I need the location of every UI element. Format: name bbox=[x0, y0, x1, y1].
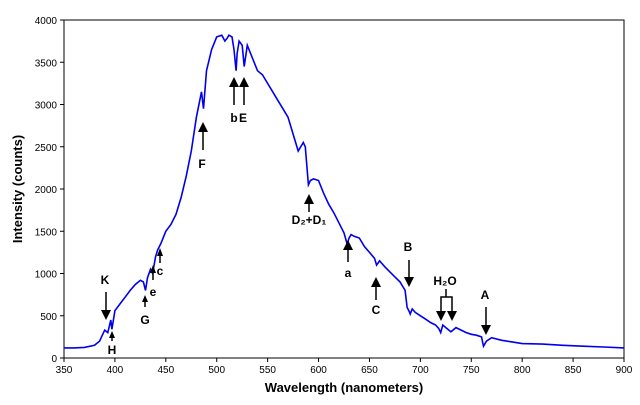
x-tick-label: 700 bbox=[412, 365, 429, 376]
annotation-h-label: H bbox=[108, 343, 117, 357]
annotations: K H G e c F bbox=[101, 77, 491, 357]
x-tick-label: 650 bbox=[361, 365, 378, 376]
annotation-e-upper: E bbox=[239, 77, 249, 125]
x-tick-label: 400 bbox=[107, 365, 124, 376]
annotation-e-upper-label: E bbox=[239, 111, 247, 125]
annotation-c-label: c bbox=[157, 264, 164, 278]
x-tick-label: 350 bbox=[56, 365, 73, 376]
y-axis: 0 500 1000 1500 2000 2500 3000 3500 4000 bbox=[35, 16, 64, 365]
annotation-b: b bbox=[229, 77, 239, 125]
x-tick-label: 550 bbox=[259, 365, 276, 376]
y-tick-label: 2000 bbox=[35, 185, 58, 196]
annotation-a-upper: A bbox=[481, 288, 491, 335]
x-axis: 350 400 450 500 550 600 650 700 750 800 850 900 bbox=[56, 358, 633, 376]
annotation-g-label: G bbox=[140, 313, 149, 327]
annotation-e: e bbox=[150, 265, 157, 299]
annotation-a-label: a bbox=[345, 266, 352, 280]
y-tick-label: 1000 bbox=[35, 270, 58, 281]
x-tick-label: 900 bbox=[616, 365, 633, 376]
x-tick-label: 500 bbox=[208, 365, 225, 376]
annotation-h2o: H₂O bbox=[433, 274, 457, 321]
annotation-a: a bbox=[343, 240, 353, 280]
annotation-b-label: b bbox=[230, 111, 237, 125]
annotation-a-upper-label: A bbox=[481, 288, 490, 302]
annotation-b-upper: B bbox=[404, 240, 414, 287]
y-tick-label: 1500 bbox=[35, 227, 58, 238]
annotation-h: H bbox=[108, 331, 117, 357]
annotation-c-upper-label: C bbox=[372, 303, 381, 317]
x-tick-label: 450 bbox=[157, 365, 174, 376]
annotation-k: K bbox=[101, 273, 111, 320]
x-axis-title: Wavelength (nanometers) bbox=[265, 380, 423, 395]
y-axis-title: Intensity (counts) bbox=[10, 135, 25, 243]
annotation-f-label: F bbox=[198, 157, 205, 171]
y-tick-label: 0 bbox=[51, 354, 57, 365]
y-tick-label: 2500 bbox=[35, 143, 58, 154]
annotation-g: G bbox=[140, 295, 150, 327]
annotation-c: c bbox=[157, 248, 164, 278]
annotation-f: F bbox=[198, 122, 208, 171]
annotation-d: D₂+D₁ bbox=[292, 194, 327, 227]
y-tick-label: 3500 bbox=[35, 58, 58, 69]
y-tick-label: 500 bbox=[40, 312, 57, 323]
annotation-h2o-label: H₂O bbox=[433, 274, 456, 288]
annotation-b-upper-label: B bbox=[404, 240, 413, 254]
x-tick-label: 800 bbox=[514, 365, 531, 376]
x-tick-label: 600 bbox=[310, 365, 327, 376]
plot-frame bbox=[63, 19, 625, 359]
annotation-k-label: K bbox=[101, 273, 110, 287]
y-tick-label: 3000 bbox=[35, 101, 58, 112]
x-tick-label: 850 bbox=[565, 365, 582, 376]
y-tick-label: 4000 bbox=[35, 16, 58, 27]
x-tick-label: 750 bbox=[463, 365, 480, 376]
annotation-c-upper: C bbox=[371, 277, 381, 317]
annotation-e-label: e bbox=[150, 285, 157, 299]
spectrum-line bbox=[64, 34, 625, 349]
annotation-d-label: D₂+D₁ bbox=[292, 213, 327, 227]
